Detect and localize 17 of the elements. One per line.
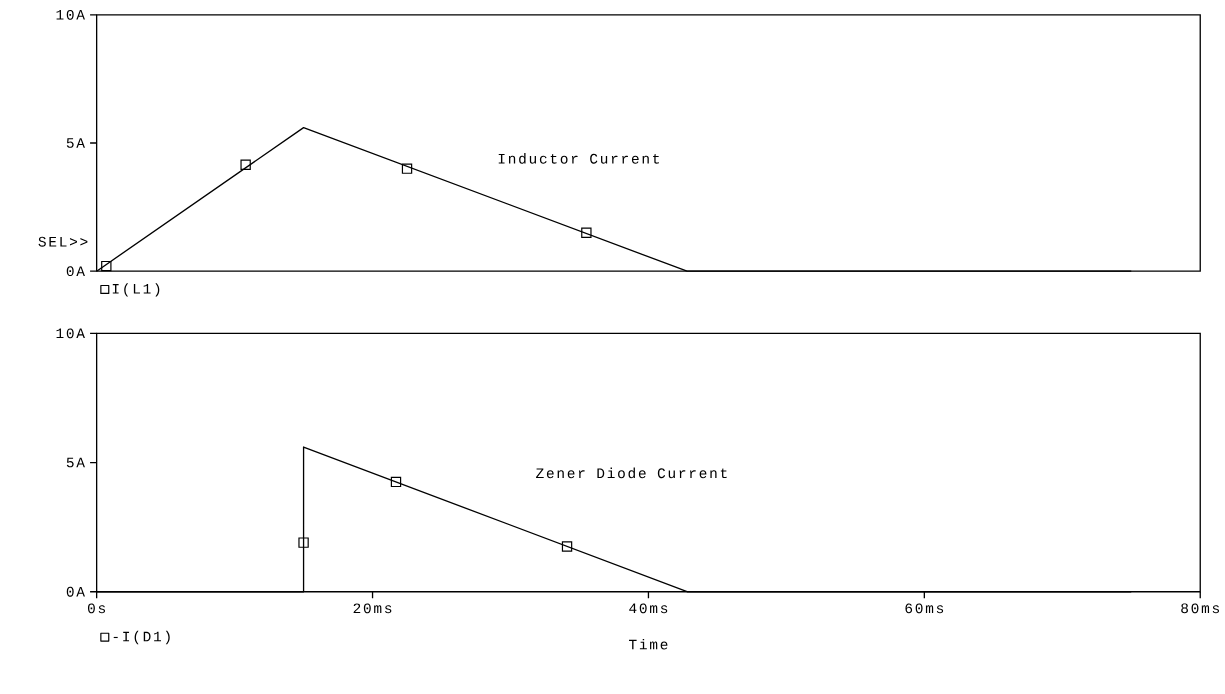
y-tick-label: 0A xyxy=(66,586,85,597)
x-tick-label: 0s xyxy=(87,603,105,614)
y-tick-label: 10A xyxy=(56,9,85,20)
x-tick-label: 80ms xyxy=(1181,603,1219,614)
legend-label: I(L1) xyxy=(112,283,160,297)
y-tick-label: 5A xyxy=(66,457,85,468)
x-axis-title: Time xyxy=(629,638,668,650)
x-tick-label: 20ms xyxy=(353,603,392,614)
x-tick-label: 60ms xyxy=(905,603,944,614)
legend-label: -I(D1) xyxy=(113,630,170,645)
annotation: Zener Diode Current xyxy=(536,467,727,479)
text: SEL>> xyxy=(38,236,88,247)
x-tick-label: 40ms xyxy=(629,603,668,614)
y-tick-label: 5A xyxy=(66,138,85,148)
annotation: Inductor Current xyxy=(498,152,659,164)
y-tick-label: 0A xyxy=(66,266,85,276)
y-tick-label: 10A xyxy=(56,328,85,339)
